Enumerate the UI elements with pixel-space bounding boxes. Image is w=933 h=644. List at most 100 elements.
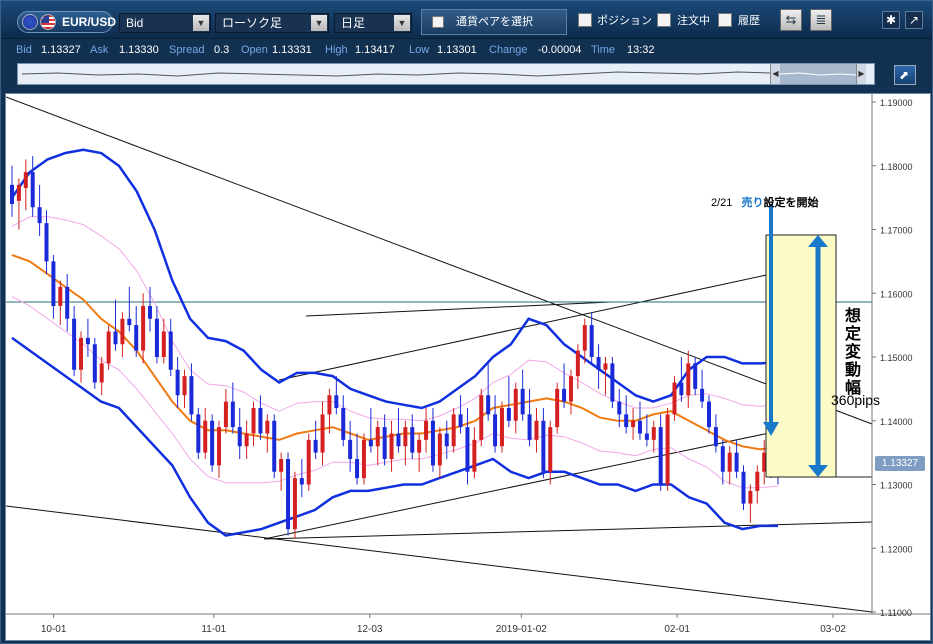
trendline-upper-descending	[6, 96, 873, 425]
candle-body	[637, 420, 642, 434]
candle-body	[368, 439, 373, 447]
candle-body	[58, 286, 63, 306]
candle-body	[30, 172, 35, 208]
y-tick-label: 1.12000	[880, 544, 913, 554]
navigator-window[interactable]: ◀ ▶	[770, 64, 866, 84]
candle-body	[417, 439, 422, 453]
candle-body	[624, 414, 629, 428]
y-tick-label: 1.19000	[880, 98, 913, 108]
candle-body	[265, 420, 270, 434]
navigator-sparkline	[21, 71, 771, 77]
chart-type-dropdown[interactable]: ローソク足 ▼	[215, 13, 329, 33]
start-note-date: 2/21	[711, 197, 733, 209]
candle-body	[672, 382, 677, 415]
candle-body	[348, 439, 353, 459]
bid-label: Bid	[16, 44, 32, 56]
chart-settings-icon[interactable]: ⇆	[780, 9, 802, 31]
position-label: ポジション	[597, 15, 652, 27]
candle-body	[334, 395, 339, 408]
x-tick-label: 10-01	[41, 624, 67, 635]
candle-body	[355, 459, 360, 479]
candle-body	[644, 433, 649, 440]
candle-body	[527, 414, 532, 440]
price-type-dropdown[interactable]: Bid ▼	[119, 13, 211, 33]
candle-body	[292, 478, 297, 530]
candle-body	[154, 318, 159, 357]
candle-body	[603, 363, 608, 370]
select-pair-label: 通貨ペアを選択	[456, 16, 533, 28]
timeframe-dropdown[interactable]: 日足 ▼	[334, 13, 412, 33]
candle-body	[534, 420, 539, 440]
popout-icon[interactable]: ↗	[905, 11, 923, 29]
y-tick-label: 1.16000	[880, 289, 913, 299]
candle-body	[741, 471, 746, 504]
candle-body	[106, 331, 111, 364]
scroll-latest-button[interactable]: ⬈	[894, 65, 916, 85]
high-value: 1.13417	[355, 44, 395, 56]
start-note-sell: 売り	[741, 197, 764, 209]
candle-body	[472, 439, 477, 472]
candle-body	[541, 420, 546, 472]
candle-body	[713, 427, 718, 447]
chevron-down-icon: ▼	[193, 15, 209, 31]
history-checkbox[interactable]	[718, 13, 732, 27]
trendline-flat-support	[263, 521, 873, 540]
axes: 1.19000 1.18000 1.17000 1.16000 1.15000 1.140…	[6, 94, 930, 640]
candle-body	[210, 420, 215, 466]
candle-body	[16, 184, 21, 201]
time-label: Time	[591, 44, 616, 56]
candle-body	[189, 376, 194, 415]
navigator-left-handle[interactable]: ◀	[770, 64, 780, 84]
candle-body	[72, 318, 77, 370]
candle-body	[141, 306, 146, 351]
candle-body	[451, 414, 456, 447]
position-checkbox[interactable]	[578, 13, 592, 27]
candle-body	[375, 427, 380, 447]
candle-body	[755, 471, 760, 491]
timeframe-value: 日足	[341, 16, 366, 30]
gear-icon[interactable]: ✱	[882, 11, 900, 29]
symbol-label: EUR/USD	[62, 15, 117, 29]
candle-body	[37, 207, 42, 224]
candle-body	[555, 388, 560, 428]
select-pair-button[interactable]: 通貨ペアを選択	[421, 9, 567, 35]
time-value: 13:32	[627, 44, 655, 56]
candle-body	[396, 433, 401, 447]
symbol-selector[interactable]: EUR/USD	[17, 11, 117, 33]
chart-area[interactable]: 1.19000 1.18000 1.17000 1.16000 1.15000 1.140…	[5, 93, 931, 641]
price-type-value: Bid	[126, 16, 144, 30]
candle-body	[79, 337, 84, 370]
high-label: High	[325, 44, 348, 56]
moving-average-line	[11, 254, 779, 451]
navigator-right-handle[interactable]: ▶	[856, 64, 866, 84]
candle-body	[575, 350, 580, 377]
list-view-icon[interactable]: ≣	[810, 9, 832, 31]
x-axis-band	[6, 615, 930, 640]
x-tick-label: 11-01	[201, 624, 226, 635]
chart-navigator[interactable]: ◀ ▶	[17, 63, 875, 85]
candles	[10, 156, 780, 539]
trendline-lower-descending	[6, 505, 873, 613]
candle-body	[244, 433, 249, 447]
y-tick-label: 1.14000	[880, 417, 913, 427]
candlestick-chart[interactable]: 1.19000 1.18000 1.17000 1.16000 1.15000 1.140…	[6, 94, 930, 640]
candle-body	[513, 388, 518, 421]
candle-body	[700, 388, 705, 402]
sigma1-upper-line	[11, 216, 779, 422]
x-tick-label: 12-03	[357, 624, 383, 635]
current-price-badge: 1.13327	[875, 456, 925, 471]
range-highlight-box	[765, 234, 837, 478]
orders-checkbox[interactable]	[657, 13, 671, 27]
candle-body	[306, 439, 311, 485]
orders-label: 注文中	[677, 15, 710, 27]
candle-body	[665, 414, 670, 485]
range-arrow-bottom	[808, 465, 828, 477]
candle-body	[148, 306, 153, 319]
candle-body	[223, 401, 228, 428]
select-pair-checkbox[interactable]	[432, 16, 444, 28]
candle-body	[389, 433, 394, 459]
low-value: 1.13301	[437, 44, 477, 56]
x-tick-label: 02-01	[664, 624, 690, 635]
signal-arrow-head	[763, 422, 779, 436]
y-tick-label: 1.17000	[880, 226, 913, 236]
